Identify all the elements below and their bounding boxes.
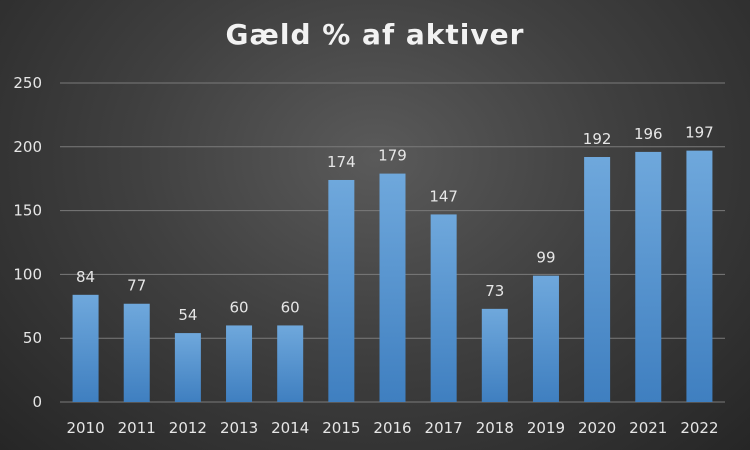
data-label-2018: 73 xyxy=(485,282,504,300)
chart-title: Gæld % af aktiver xyxy=(225,18,525,51)
bar-2012 xyxy=(174,333,201,402)
data-labels: 84 77 54 60 60 174 179 147 73 99 192 196 197 xyxy=(76,124,714,324)
bar-2022 xyxy=(686,150,713,402)
y-tick-label: 50 xyxy=(23,329,42,347)
y-tick-label: 200 xyxy=(13,138,42,156)
bars xyxy=(72,150,713,402)
y-axis-ticks: 0 50 100 150 200 250 xyxy=(13,74,42,411)
x-tick-label: 2013 xyxy=(220,419,258,437)
bar-2014 xyxy=(277,325,304,402)
x-tick-label: 2016 xyxy=(373,419,411,437)
x-tick-label: 2017 xyxy=(425,419,463,437)
data-label-2021: 196 xyxy=(634,125,663,143)
x-tick-label: 2015 xyxy=(322,419,360,437)
data-label-2020: 192 xyxy=(583,130,612,148)
x-tick-label: 2014 xyxy=(271,419,309,437)
x-tick-label: 2019 xyxy=(527,419,565,437)
x-tick-label: 2022 xyxy=(680,419,718,437)
data-label-2017: 147 xyxy=(429,187,458,205)
bar-2013 xyxy=(226,325,253,402)
data-label-2011: 77 xyxy=(127,277,146,295)
y-tick-label: 250 xyxy=(13,74,42,92)
y-tick-label: 100 xyxy=(13,265,42,283)
bar-2021 xyxy=(635,151,662,402)
y-tick-label: 150 xyxy=(13,202,42,220)
x-tick-label: 2012 xyxy=(169,419,207,437)
bar-2011 xyxy=(123,303,150,402)
data-label-2022: 197 xyxy=(685,124,714,142)
bar-2019 xyxy=(532,275,559,402)
x-axis-ticks: 2010 2011 2012 2013 2014 2015 2016 2017 2018 2019… xyxy=(66,419,718,437)
data-label-2014: 60 xyxy=(281,298,300,316)
bar-2015 xyxy=(328,179,355,402)
data-label-2016: 179 xyxy=(378,147,407,165)
data-label-2013: 60 xyxy=(229,298,248,316)
data-label-2019: 99 xyxy=(536,249,555,267)
bar-2016 xyxy=(379,173,406,402)
bar-2010 xyxy=(72,294,99,402)
y-tick-label: 0 xyxy=(32,393,42,411)
bar-2017 xyxy=(430,214,457,402)
data-label-2010: 84 xyxy=(76,268,95,286)
bar-2020 xyxy=(584,157,611,402)
data-label-2012: 54 xyxy=(178,306,197,324)
x-tick-label: 2020 xyxy=(578,419,616,437)
x-tick-label: 2021 xyxy=(629,419,667,437)
bar-2018 xyxy=(481,308,508,402)
x-tick-label: 2018 xyxy=(476,419,514,437)
data-label-2015: 174 xyxy=(327,153,356,171)
x-tick-label: 2011 xyxy=(118,419,156,437)
x-tick-label: 2010 xyxy=(66,419,104,437)
